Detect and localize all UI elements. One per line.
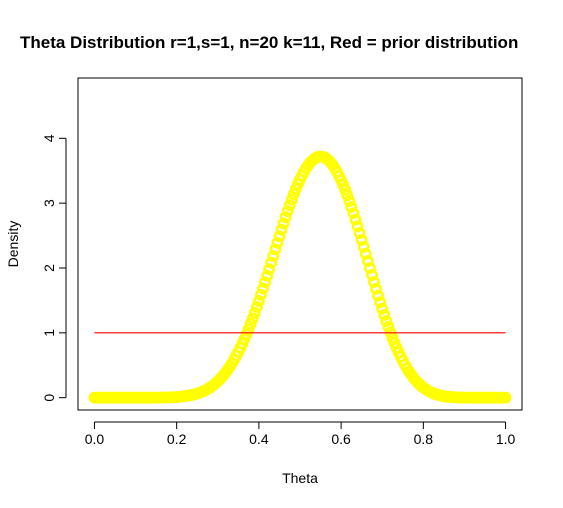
posterior-point bbox=[339, 184, 352, 196]
x-tick-label: 0.0 bbox=[85, 431, 105, 447]
posterior-point bbox=[261, 269, 274, 282]
posterior-point bbox=[271, 236, 284, 249]
posterior-point bbox=[281, 205, 294, 218]
posterior-point bbox=[368, 276, 380, 288]
chart-title: Theta Distribution r=1,s=1, n=20 k=11, R… bbox=[20, 33, 518, 52]
posterior-point bbox=[267, 250, 280, 262]
posterior-point bbox=[499, 391, 512, 404]
posterior-point bbox=[341, 189, 354, 202]
x-tick-label: 1.0 bbox=[496, 431, 516, 447]
x-tick-label: 0.8 bbox=[414, 431, 434, 447]
posterior-point bbox=[345, 201, 358, 213]
x-tick-label: 0.4 bbox=[249, 431, 269, 447]
y-tick-label: 3 bbox=[41, 199, 57, 207]
posterior-point bbox=[283, 199, 296, 212]
y-tick-label: 2 bbox=[41, 264, 57, 272]
posterior-point bbox=[257, 282, 269, 295]
x-axis-label: Theta bbox=[282, 470, 318, 486]
posterior-point bbox=[265, 256, 278, 269]
posterior-point bbox=[250, 301, 263, 313]
posterior-point bbox=[374, 296, 387, 309]
posterior-point bbox=[279, 211, 292, 224]
posterior-point bbox=[363, 262, 376, 274]
y-tick-label: 4 bbox=[41, 134, 57, 142]
posterior-point bbox=[355, 234, 368, 246]
posterior-point bbox=[382, 320, 395, 333]
posterior-point bbox=[252, 295, 265, 307]
posterior-point bbox=[285, 193, 298, 206]
posterior-point bbox=[347, 207, 360, 220]
y-axis: 0 1 2 3 4 bbox=[41, 134, 67, 402]
posterior-point bbox=[372, 289, 385, 302]
posterior-series bbox=[88, 150, 512, 404]
posterior-point bbox=[263, 263, 276, 276]
posterior-point bbox=[351, 220, 364, 233]
posterior-point bbox=[366, 269, 378, 281]
posterior-point bbox=[259, 276, 271, 289]
posterior-point bbox=[353, 227, 366, 239]
posterior-point bbox=[343, 195, 356, 207]
posterior-point bbox=[380, 315, 393, 327]
posterior-point bbox=[255, 288, 267, 301]
posterior-point bbox=[370, 282, 382, 295]
series-layer bbox=[88, 150, 512, 404]
posterior-point bbox=[269, 243, 282, 256]
posterior-point bbox=[275, 223, 288, 236]
y-axis-label: Density bbox=[5, 221, 21, 268]
plot-frame bbox=[77, 77, 523, 411]
posterior-point bbox=[244, 317, 257, 330]
posterior-point bbox=[246, 312, 259, 325]
posterior-point bbox=[349, 213, 362, 226]
x-axis: 0.0 0.2 0.4 0.6 0.8 1.0 bbox=[85, 421, 516, 447]
posterior-point bbox=[361, 255, 374, 267]
x-tick-label: 0.6 bbox=[331, 431, 351, 447]
y-tick-label: 1 bbox=[41, 329, 57, 337]
posterior-point bbox=[277, 217, 290, 230]
posterior-point bbox=[378, 309, 391, 321]
posterior-point bbox=[273, 230, 286, 243]
posterior-point bbox=[376, 302, 389, 315]
posterior-point bbox=[248, 306, 261, 319]
y-tick-label: 0 bbox=[41, 394, 57, 402]
x-tick-label: 0.2 bbox=[167, 431, 187, 447]
posterior-point bbox=[357, 241, 370, 253]
posterior-point bbox=[359, 248, 372, 260]
